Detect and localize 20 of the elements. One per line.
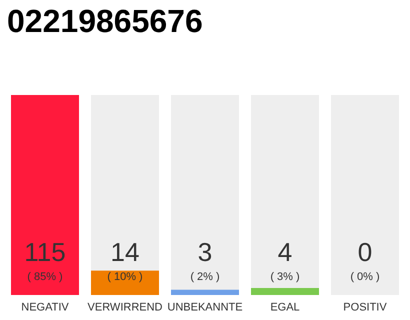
data-label: 115 [24,237,66,267]
annotation: ( 10% ) [107,271,143,283]
bar [251,288,319,295]
data-label: 3 [198,237,212,267]
bar [11,95,79,295]
bar [91,270,159,295]
x-tick-label: POSITIV [343,302,388,314]
annotation: ( 2% ) [190,271,220,283]
data-label: 4 [278,237,292,267]
bar [171,290,239,295]
x-tick-label: UNBEKANNTE [167,302,243,314]
annotation: ( 85% ) [27,271,63,283]
x-tick-label: EGAL [270,302,300,314]
x-tick-label: NEGATIV [21,302,70,314]
annotation: ( 0% ) [350,271,380,283]
chart-title: 02219865676 [7,3,203,39]
x-tick-label: VERWIRREND [88,302,163,314]
data-label: 14 [110,237,140,267]
data-label: 0 [358,237,372,267]
annotation: ( 3% ) [270,271,300,283]
